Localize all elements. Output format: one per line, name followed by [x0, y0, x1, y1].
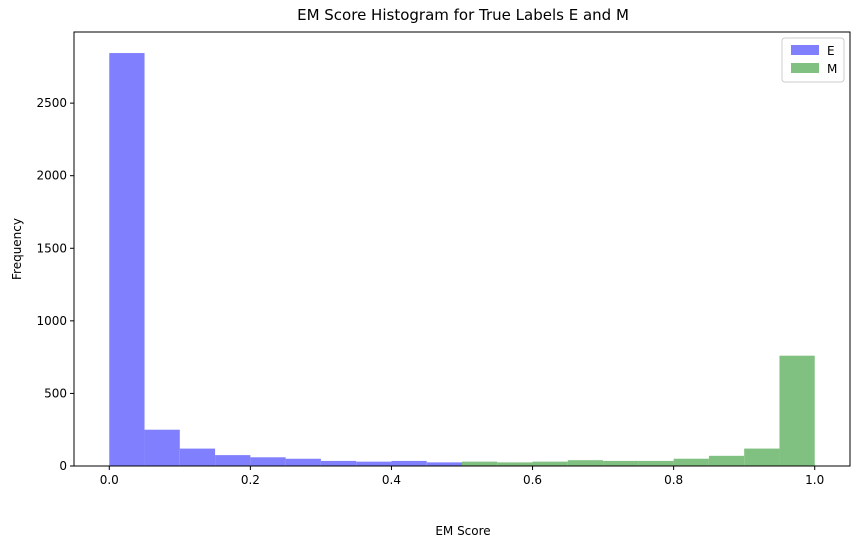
y-tick-label: 1500 [36, 241, 67, 255]
bar-E-0 [109, 53, 145, 467]
legend-label-M: M [827, 62, 837, 76]
plot-frame [73, 31, 851, 467]
legend: EM [781, 37, 845, 83]
y-axis-ticks: 0 500 1000 1500 2000 2500 [36, 96, 74, 473]
x-tick-label: 0.8 [664, 473, 683, 487]
y-tick-label: 500 [44, 386, 67, 400]
bar-M-14 [603, 460, 639, 466]
x-tick-label: 0.4 [382, 473, 401, 487]
x-axis-label: EM Score [435, 524, 490, 538]
bar-M-19 [779, 355, 815, 466]
x-tick-label: 0.0 [100, 473, 119, 487]
legend-swatch-E [791, 45, 819, 55]
x-tick-label: 1.0 [805, 473, 824, 487]
bar-M-10 [462, 461, 498, 466]
bar-E-6 [320, 460, 357, 466]
bar-E-7 [356, 461, 392, 466]
bar-M-17 [708, 455, 745, 466]
y-axis-label: Frequency [10, 218, 24, 280]
bar-M-12 [532, 461, 568, 466]
x-tick-label: 0.2 [241, 473, 260, 487]
bar-M-16 [673, 458, 709, 466]
y-tick-label: 2500 [36, 96, 67, 110]
y-tick-label: 1000 [36, 314, 67, 328]
legend-label-E: E [827, 44, 835, 58]
x-axis-ticks: 0.0 0.2 0.4 0.6 0.8 1.0 [100, 466, 824, 487]
bar-E-5 [285, 458, 321, 466]
bars-layer [109, 53, 815, 467]
bar-E-1 [144, 429, 180, 466]
y-tick-label: 0 [59, 459, 67, 473]
bar-E-2 [179, 448, 216, 466]
bar-M-11 [497, 462, 533, 466]
bar-M-18 [744, 448, 780, 466]
x-tick-label: 0.6 [523, 473, 542, 487]
y-tick-label: 2000 [36, 169, 67, 183]
chart-title: EM Score Histogram for True Labels E and… [297, 6, 629, 24]
bar-E-3 [215, 455, 251, 466]
legend-swatch-M [791, 63, 819, 73]
bar-E-8 [391, 460, 427, 466]
bar-M-15 [638, 460, 674, 466]
bar-M-13 [567, 460, 604, 466]
bar-E-4 [250, 457, 286, 466]
bar-E-9 [426, 462, 462, 466]
